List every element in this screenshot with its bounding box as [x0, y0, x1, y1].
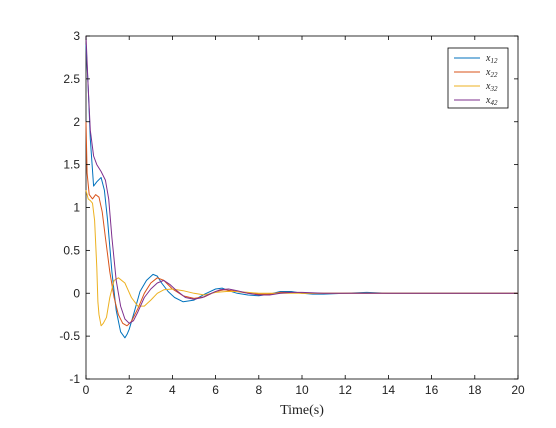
x-tick-label: 6 — [212, 383, 219, 397]
tick-layer: 0 2 4 6 8 10 12 14 16 18 20 -1 -0.5 0 0.5 1 1.5 2 2.5 3 — [59, 29, 525, 397]
legend-entry: x42 — [485, 95, 498, 107]
legend-entry-base: x — [485, 53, 491, 64]
legend-entry: x12 — [485, 53, 498, 65]
legend-entry-subscript: 22 — [490, 71, 498, 79]
x-tick-label: 20 — [511, 383, 525, 397]
series-layer — [85, 35, 518, 339]
x-tick-label: 16 — [425, 383, 439, 397]
legend-entry-base: x — [485, 67, 491, 78]
legend-entry-base: x — [485, 95, 491, 106]
y-tick-label: -1 — [69, 372, 80, 386]
y-tick-label: 1.5 — [63, 158, 80, 172]
plot-area — [85, 35, 519, 380]
series-line-x42 — [85, 35, 518, 324]
y-tick-label: 0.5 — [63, 243, 80, 257]
legend-box — [447, 47, 509, 109]
x-tick-label: 4 — [169, 383, 176, 397]
y-tick-label: 2 — [73, 115, 80, 129]
series-line-x12 — [85, 44, 518, 339]
legend-entry-subscript: 42 — [490, 99, 498, 107]
x-axis-label: Time(s) — [280, 403, 324, 418]
legend-entry-subscript: 32 — [489, 85, 498, 93]
legend-entry: x32 — [485, 81, 498, 93]
y-tick-label: 0 — [73, 286, 80, 300]
series-line-x32 — [85, 190, 518, 327]
y-tick-label: 1 — [73, 201, 80, 215]
legend-entry-base: x — [485, 81, 491, 92]
x-tick-label: 2 — [126, 383, 133, 397]
y-tick-label: 2.5 — [63, 72, 80, 86]
x-tick-label: 14 — [382, 383, 396, 397]
x-tick-label: 10 — [295, 383, 309, 397]
legend-entry-subscript: 12 — [490, 57, 498, 65]
x-tick-label: 8 — [255, 383, 262, 397]
y-tick-label: -0.5 — [59, 329, 80, 343]
legend-entry: x22 — [485, 67, 498, 79]
x-tick-label: 18 — [468, 383, 482, 397]
x-tick-label: 12 — [339, 383, 353, 397]
x-tick-label: 0 — [83, 383, 90, 397]
y-tick-label: 3 — [73, 29, 80, 43]
